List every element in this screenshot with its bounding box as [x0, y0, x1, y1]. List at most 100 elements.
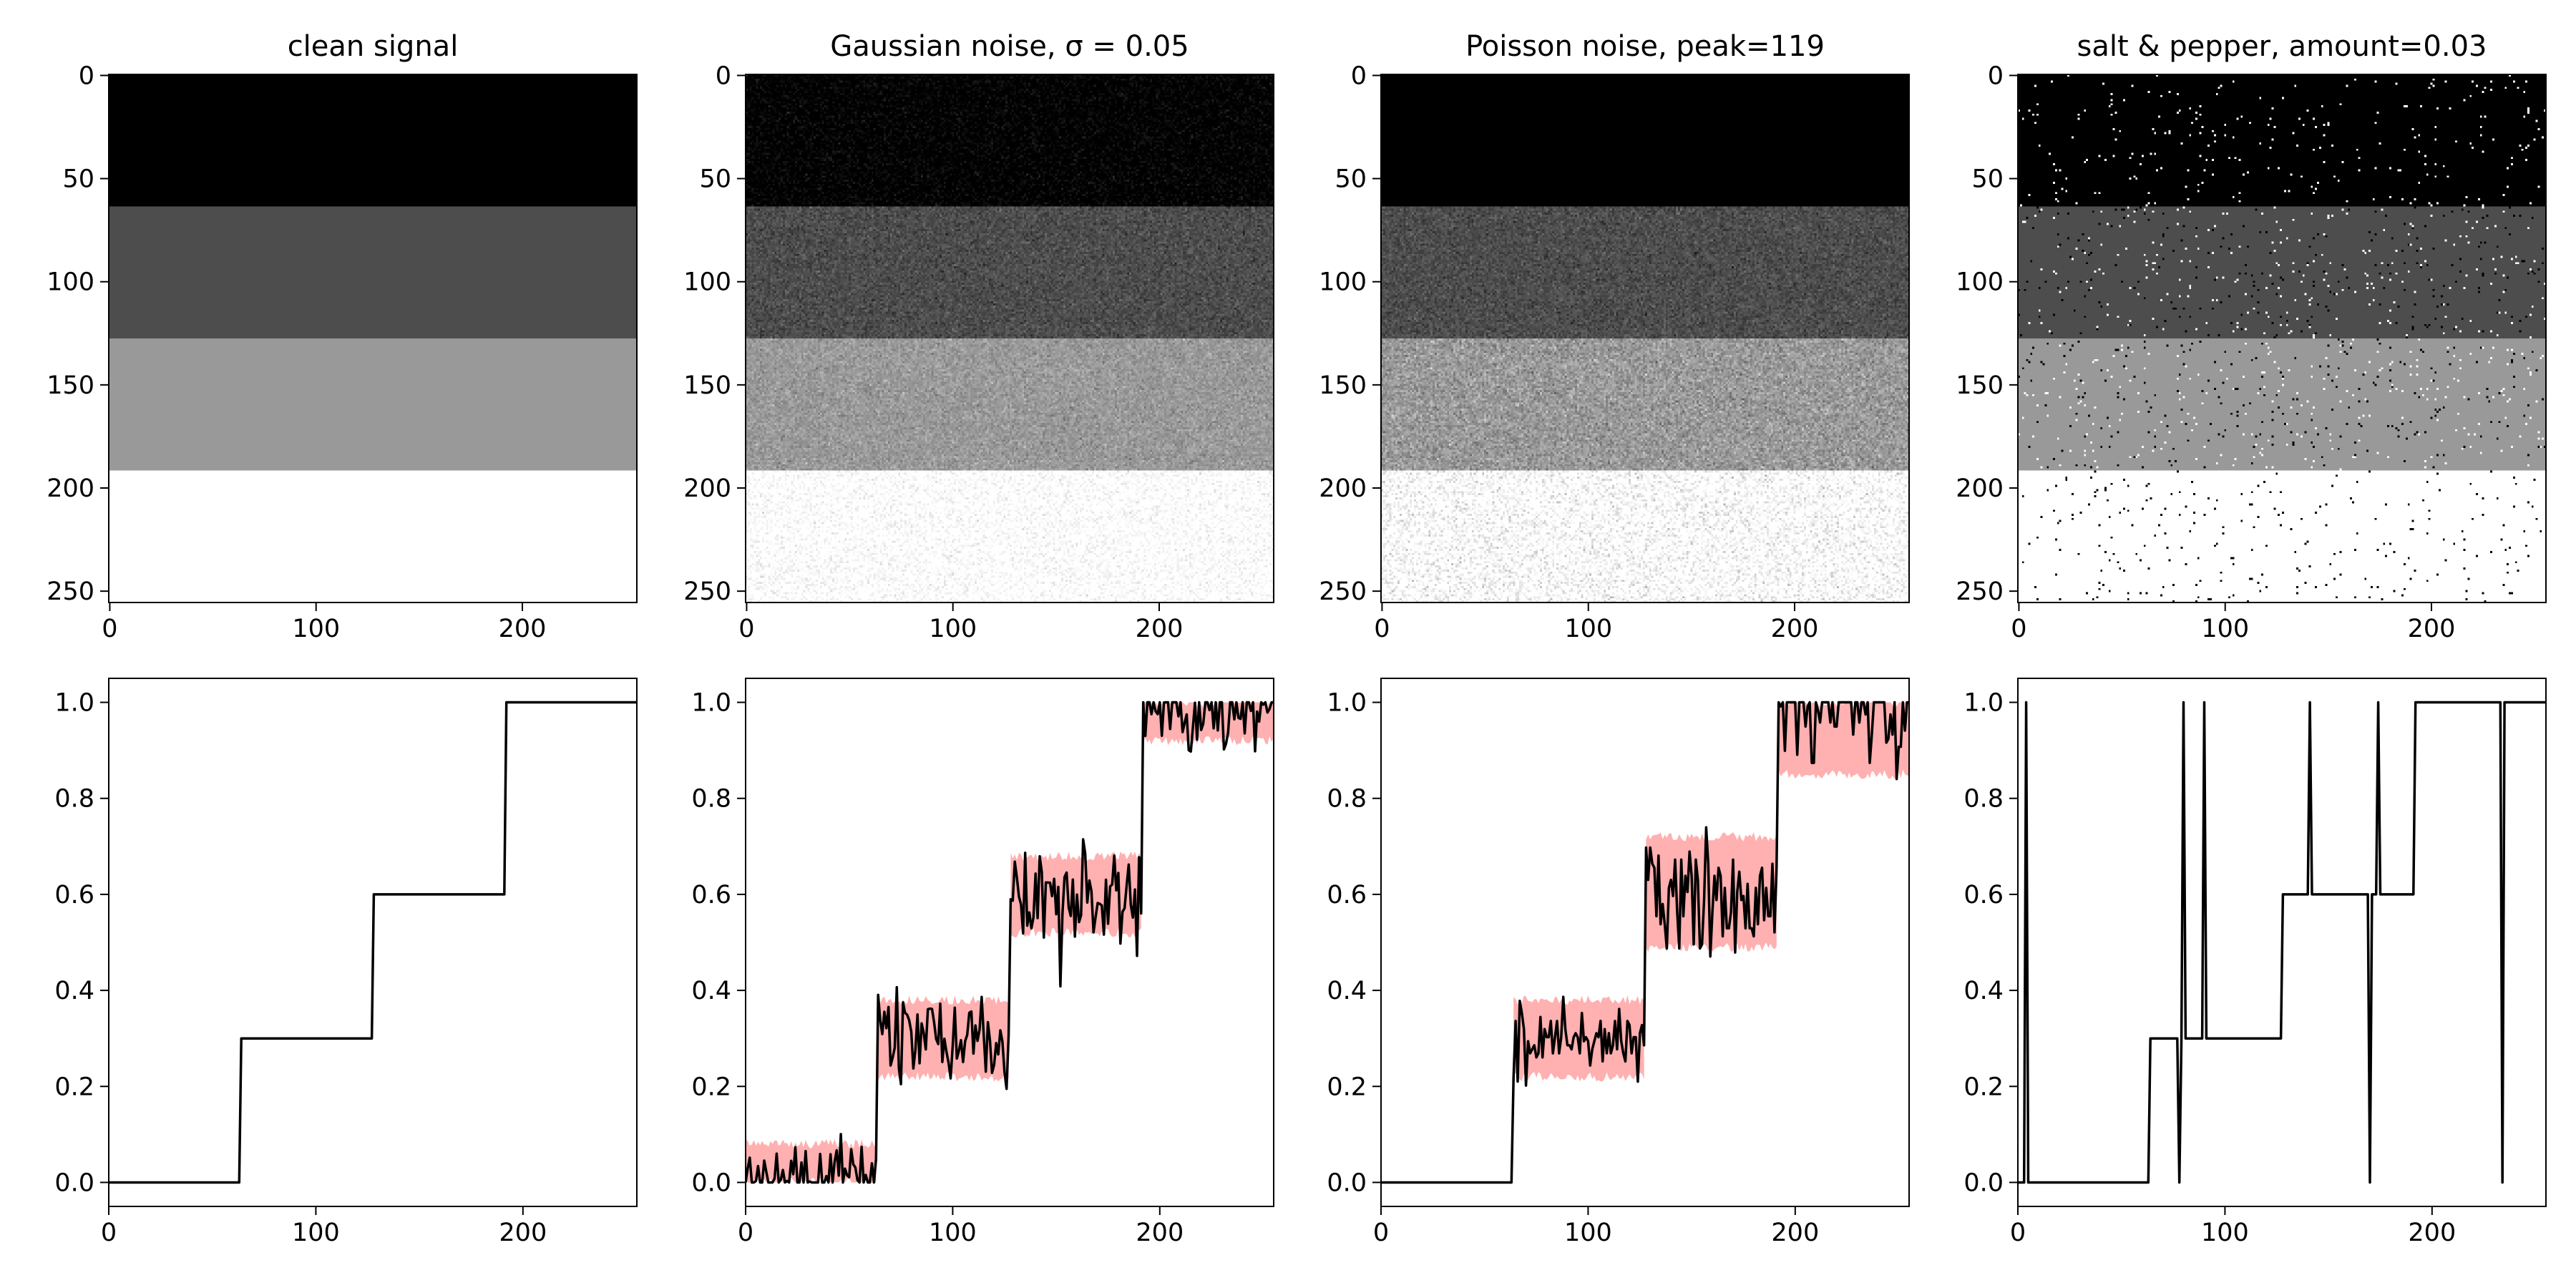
x-tick-label: 0	[738, 1219, 753, 1247]
y-tick-label: 0.0	[691, 1169, 731, 1197]
x-tick-label: 200	[1136, 1219, 1184, 1247]
profile-line	[1381, 701, 1909, 1184]
y-tick-label: 150	[1956, 371, 2004, 400]
image-heatmap	[746, 74, 1274, 602]
y-tick-label: 150	[683, 371, 731, 400]
y-tick-label: 0.0	[1963, 1169, 2004, 1197]
y-tick-label: 0.0	[54, 1169, 94, 1197]
x-tick-label: 0	[2010, 1219, 2026, 1247]
panel-4-image: salt & pepper, amount=0.03 0 100 200 0 50 100 1…	[1956, 30, 2547, 643]
x-tick-label: 100	[929, 615, 977, 643]
y-tick-label: 0.6	[1327, 881, 1367, 909]
y-tick-label: 0	[79, 62, 94, 90]
image-heatmap	[1381, 74, 1909, 602]
y-tick-label: 50	[699, 165, 731, 194]
y-tick-label: 150	[1319, 371, 1367, 400]
x-tick-label: 200	[1136, 615, 1184, 643]
panel-1-image: clean signal 0 100 200 0 50 100 150 200 250	[47, 30, 638, 643]
profile-line	[109, 701, 637, 1184]
y-tick-label: 150	[47, 371, 94, 400]
y-tick-label: 0.6	[691, 881, 731, 909]
plot-area	[109, 701, 637, 1184]
y-tick-label: 200	[47, 474, 94, 503]
y-tick-label: 0.4	[1963, 977, 2004, 1005]
axes-frame	[1380, 74, 1910, 603]
x-tick-label: 0	[1374, 615, 1390, 643]
y-tick-label: 0	[716, 62, 731, 90]
x-tick-label: 100	[2201, 1219, 2249, 1247]
axes-frame	[745, 678, 1274, 1207]
profile-line	[746, 701, 1274, 1184]
y-tick-label: 0.2	[54, 1073, 94, 1101]
x-tick-label: 200	[2408, 1219, 2456, 1247]
panel-7-profile: 0 100 200 0.0 0.2 0.4 0.6 0.8 1.0	[1327, 678, 1910, 1247]
y-tick-label: 0.4	[54, 977, 94, 1005]
y-tick-label: 0.0	[1327, 1169, 1367, 1197]
y-tick-label: 0.6	[1963, 881, 2004, 909]
x-tick-label: 100	[2201, 615, 2249, 643]
y-tick-label: 200	[1319, 474, 1367, 503]
y-tick-label: 50	[62, 165, 94, 194]
x-tick-label: 100	[1564, 1219, 1612, 1247]
x-tick-label: 100	[292, 1219, 340, 1247]
y-tick-label: 1.0	[54, 689, 94, 718]
plot-area	[2018, 701, 2546, 1184]
plot-area	[746, 701, 1274, 1184]
panel-title: clean signal	[288, 30, 459, 63]
x-tick-label: 200	[1771, 1219, 1819, 1247]
x-tick-label: 200	[499, 615, 547, 643]
panel-title: Gaussian noise, σ = 0.05	[830, 30, 1189, 63]
image-heatmap	[109, 74, 637, 602]
y-tick-label: 0	[1351, 62, 1367, 90]
axes-frame	[1380, 678, 1910, 1207]
y-tick-label: 0	[1988, 62, 2004, 90]
panel-title: Poisson noise, peak=119	[1465, 30, 1825, 63]
panel-8-profile: 0 100 200 0.0 0.2 0.4 0.6 0.8 1.0	[1963, 678, 2547, 1247]
y-tick-label: 0.4	[1327, 977, 1367, 1005]
x-tick-label: 0	[102, 615, 117, 643]
x-tick-label: 200	[1771, 615, 1819, 643]
axes-frame	[2017, 74, 2547, 603]
x-tick-label: 200	[2408, 615, 2456, 643]
axes-frame	[2017, 678, 2547, 1207]
x-tick-label: 100	[929, 1219, 977, 1247]
y-tick-label: 50	[1335, 165, 1367, 194]
panel-2-image: Gaussian noise, σ = 0.05 0 100 200 0 50 100 150…	[683, 30, 1274, 643]
x-tick-label: 0	[1373, 1219, 1389, 1247]
y-tick-label: 250	[47, 577, 94, 606]
y-tick-label: 100	[1319, 268, 1367, 297]
y-tick-label: 1.0	[1327, 689, 1367, 718]
profile-line	[2018, 701, 2546, 1184]
x-tick-label: 0	[101, 1219, 117, 1247]
x-tick-label: 200	[499, 1219, 547, 1247]
axes-frame	[745, 74, 1274, 603]
y-tick-label: 1.0	[691, 689, 731, 718]
y-tick-label: 200	[1956, 474, 2004, 503]
y-tick-label: 0.8	[1327, 785, 1367, 814]
y-tick-label: 1.0	[1963, 689, 2004, 718]
plot-area	[1381, 701, 1909, 1184]
y-tick-label: 100	[1956, 268, 2004, 297]
y-tick-label: 250	[683, 577, 731, 606]
x-tick-label: 100	[1564, 615, 1612, 643]
image-heatmap	[2018, 74, 2546, 602]
x-tick-label: 100	[292, 615, 340, 643]
y-tick-label: 50	[1971, 165, 2004, 194]
panel-3-image: Poisson noise, peak=119 0 100 200 0 50 100 150 2…	[1319, 30, 1910, 643]
x-tick-label: 0	[738, 615, 754, 643]
y-tick-label: 250	[1319, 577, 1367, 606]
y-tick-label: 0.8	[1963, 785, 2004, 814]
y-tick-label: 250	[1956, 577, 2004, 606]
y-tick-label: 0.2	[1963, 1073, 2004, 1101]
panel-title: salt & pepper, amount=0.03	[2077, 30, 2487, 63]
panel-5-profile: 0 100 200 0.0 0.2 0.4 0.6 0.8 1.0	[54, 678, 638, 1247]
y-tick-label: 0.2	[691, 1073, 731, 1101]
y-tick-label: 200	[683, 474, 731, 503]
y-tick-label: 0.6	[54, 881, 94, 909]
y-tick-label: 0.4	[691, 977, 731, 1005]
panel-6-profile: 0 100 200 0.0 0.2 0.4 0.6 0.8 1.0	[691, 678, 1274, 1247]
y-tick-label: 100	[47, 268, 94, 297]
axes-frame	[108, 74, 638, 603]
axes-frame	[108, 678, 638, 1207]
